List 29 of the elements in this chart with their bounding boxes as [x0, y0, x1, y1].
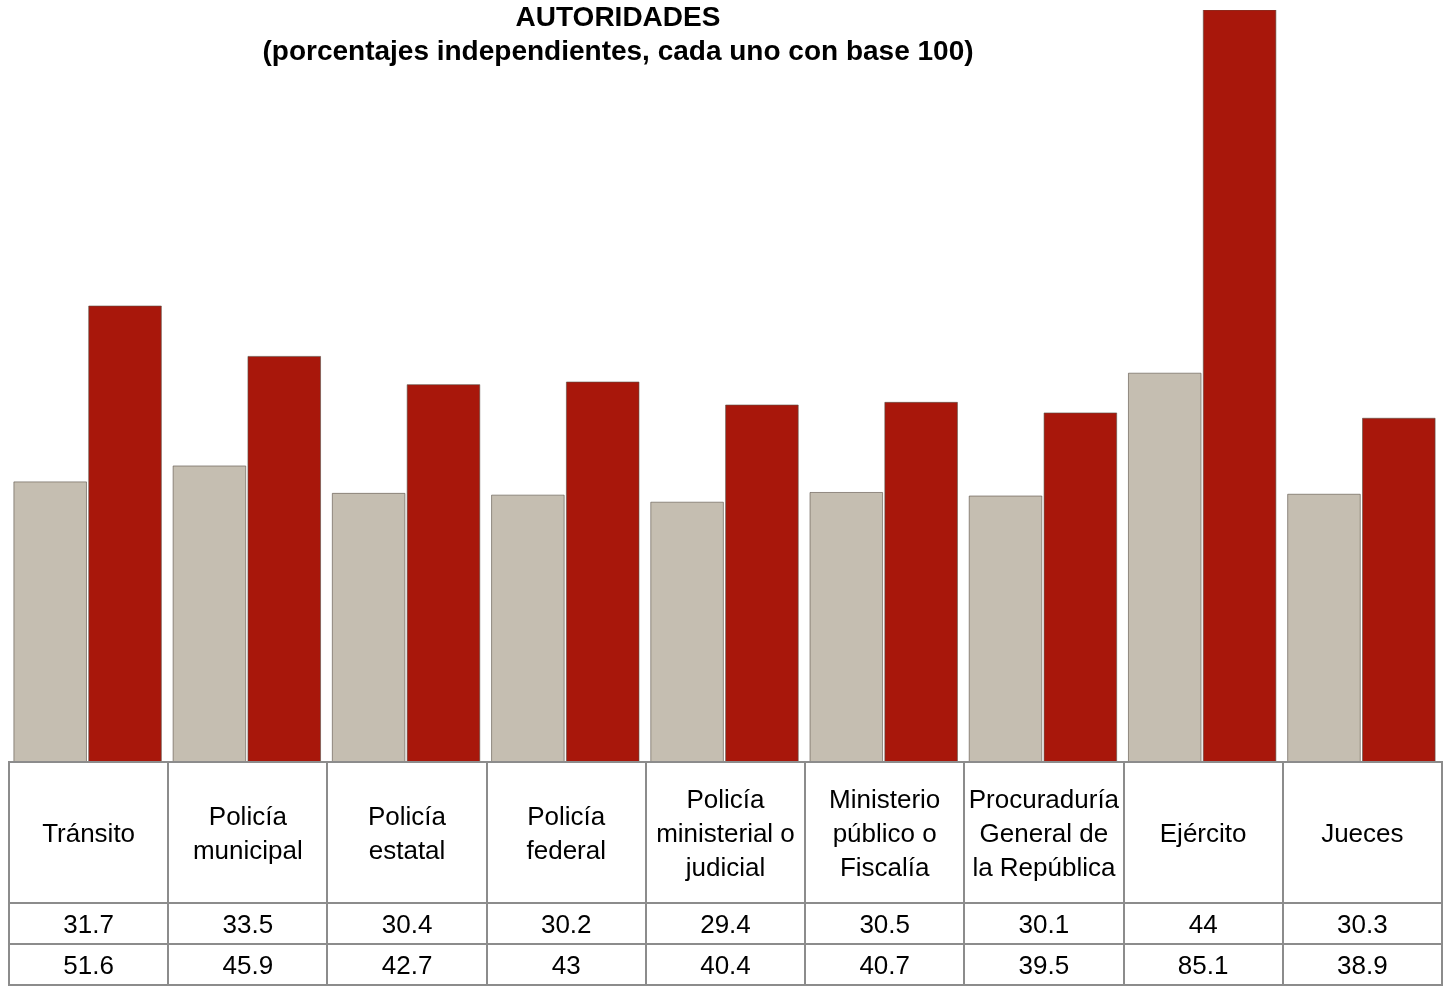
- data-label: 33.5: [168, 903, 328, 944]
- data-label: 29.4: [645, 903, 806, 944]
- data-label: 39.5: [964, 944, 1124, 985]
- data-label: 30.4: [327, 903, 487, 944]
- data-label: 38.9: [1282, 944, 1442, 985]
- x-tick-label: Jueces: [1282, 762, 1442, 903]
- x-tick-label: Tránsito: [9, 762, 169, 903]
- data-label: 45.9: [168, 944, 328, 985]
- data-label: 30.2: [486, 903, 646, 944]
- data-label: 30.3: [1282, 903, 1442, 944]
- text: (porcentajes independientes, cada uno con base 100): [262, 34, 974, 68]
- data-label: 85.1: [1123, 944, 1283, 985]
- data-label: 51.6: [9, 944, 169, 985]
- data-label: 44: [1123, 903, 1283, 944]
- x-tick-label: Ejército: [1123, 762, 1283, 903]
- x-tick-label: Ministerio público o Fiscalía: [805, 762, 965, 903]
- chart-title: AUTORIDADES: [515, 0, 721, 34]
- x-tick-label: Policía estatal: [327, 762, 487, 903]
- data-label: 30.1: [964, 903, 1124, 944]
- data-label: 40.7: [805, 944, 965, 985]
- x-tick-label: Policía municipal: [168, 762, 328, 903]
- x-tick-label: Policía ministerial o judicial: [645, 762, 806, 903]
- data-label: 40.4: [645, 944, 806, 985]
- data-label: 42.7: [327, 944, 487, 985]
- data-label: 31.7: [9, 903, 169, 944]
- x-tick-label: Policía federal: [486, 762, 646, 903]
- data-label: 30.5: [805, 903, 965, 944]
- x-tick-label: Procuraduría General de la República: [964, 762, 1124, 903]
- data-label: 43: [486, 944, 646, 985]
